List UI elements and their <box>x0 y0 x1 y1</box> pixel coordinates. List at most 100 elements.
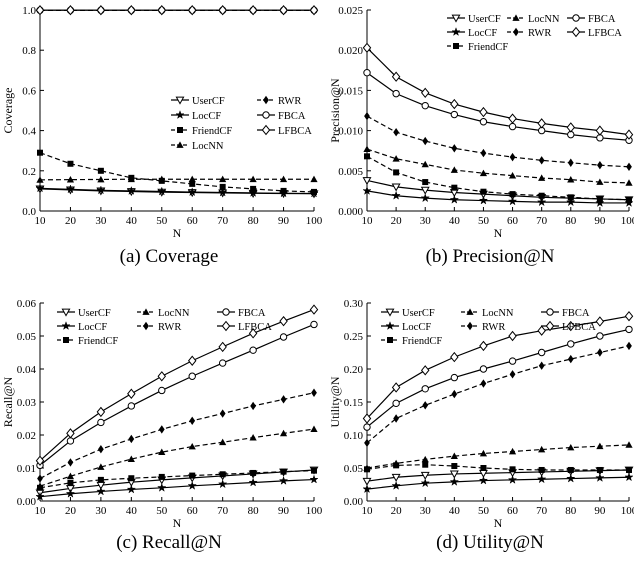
data-point-locnn <box>392 155 400 162</box>
data-point-fbca <box>279 333 288 341</box>
data-point-lfbca <box>566 320 576 332</box>
series-line-fbca <box>366 328 630 428</box>
x-tick-label: 30 <box>420 505 432 517</box>
data-point-fbca <box>363 423 371 431</box>
series-locnn <box>363 145 633 186</box>
series-line-locnn <box>366 148 630 184</box>
panel-caption: (d) Utility@N <box>436 532 544 553</box>
data-point-friendcf <box>311 467 317 474</box>
data-point-friendcf <box>509 466 516 473</box>
data-point-lfbca <box>309 5 319 16</box>
legend: UserCF RWR LocCF FBCA FriendCF LFBCA LocNN <box>171 95 312 152</box>
data-point-loccf <box>536 474 547 484</box>
series-line-locnn <box>39 428 315 487</box>
data-point-usercf <box>449 470 459 479</box>
data-point-fbca <box>127 402 136 410</box>
legend-label-loccf: LocCF <box>78 322 107 333</box>
series-locnn <box>36 175 318 183</box>
legend-marker-locnn <box>176 141 184 148</box>
data-point-fbca <box>421 385 429 393</box>
data-point-locnn <box>66 472 75 480</box>
legend-label-fbca: FBCA <box>238 308 266 319</box>
legend-marker-friendcf <box>63 337 69 343</box>
x-tick-label: 10 <box>362 505 374 517</box>
data-point-lfbca <box>479 106 488 118</box>
data-point-locnn <box>279 429 288 437</box>
series-lfbca <box>35 304 319 466</box>
x-tick-label: 90 <box>278 215 290 227</box>
data-point-friendcf <box>189 472 196 479</box>
data-point-rwr <box>422 136 429 146</box>
x-tick-label: 20 <box>391 215 403 227</box>
data-point-friendcf <box>219 471 226 478</box>
legend-label-locnn: LocNN <box>192 141 224 152</box>
data-point-locnn <box>392 459 400 467</box>
legend-marker-fbca <box>546 308 554 316</box>
data-point-rwr <box>158 425 165 434</box>
data-point-loccf <box>595 472 605 482</box>
data-point-locnn <box>450 166 458 173</box>
y-tick-label: 0.01 <box>17 463 36 475</box>
data-point-friendcf <box>37 149 43 156</box>
data-point-locnn <box>249 434 257 441</box>
data-point-lfbca <box>624 311 634 322</box>
legend-marker-usercf <box>385 308 395 317</box>
data-point-friendcf <box>280 468 287 475</box>
data-point-loccf <box>35 183 45 193</box>
data-point-locnn <box>596 442 604 450</box>
x-tick-label: 60 <box>187 215 199 227</box>
series-fbca <box>36 320 318 470</box>
data-point-lfbca <box>537 325 546 336</box>
data-point-locnn <box>450 452 458 459</box>
data-point-locnn <box>567 443 575 451</box>
x-axis-label: N <box>494 226 503 240</box>
data-point-locnn <box>363 145 371 152</box>
data-point-rwr <box>626 162 632 171</box>
data-point-rwr <box>37 474 43 483</box>
x-tick-label: 70 <box>536 505 548 517</box>
series-line-loccf <box>366 190 629 204</box>
data-point-rwr <box>280 395 287 404</box>
data-point-friendcf <box>364 153 370 160</box>
data-point-lfbca <box>66 428 75 439</box>
data-point-usercf <box>362 177 372 186</box>
y-tick-label: 0.15 <box>344 397 364 409</box>
y-axis-label: Precision@N <box>328 78 342 143</box>
data-point-lfbca <box>35 455 45 466</box>
data-point-fbca <box>421 101 429 110</box>
data-point-friendcf <box>596 466 603 473</box>
data-point-rwr <box>364 438 370 448</box>
data-point-lfbca <box>66 5 75 16</box>
data-point-loccf <box>507 474 518 484</box>
x-tick-label: 50 <box>478 215 490 227</box>
y-tick-label: 0.000 <box>338 206 363 218</box>
data-point-rwr <box>509 370 516 379</box>
series-rwr <box>37 388 317 483</box>
y-tick-label: 0.015 <box>338 85 363 97</box>
data-point-loccf <box>65 184 76 194</box>
chart-panel-utility: 0.00 0.05 0.10 0.15 0.20 0.25 0.30 10 20 30 40 50 60… <box>328 298 634 553</box>
data-point-lfbca <box>362 413 372 424</box>
data-point-lfbca <box>157 5 167 16</box>
y-tick-label: 0.2 <box>22 166 36 178</box>
data-point-usercf <box>391 183 401 192</box>
x-tick-label: 100 <box>306 215 323 227</box>
legend-label-locnn: LocNN <box>528 14 560 25</box>
series-line-loccf <box>39 187 315 195</box>
chart-panel-precision: 0.000 0.005 0.010 0.015 0.020 0.025 10 20 30 40 50… <box>328 5 634 267</box>
y-tick-label: 0.8 <box>22 45 36 57</box>
panel-caption: (b) Precision@N <box>426 246 555 267</box>
data-point-friendcf <box>626 196 632 203</box>
data-point-loccf <box>96 486 106 496</box>
data-point-loccf <box>96 185 106 195</box>
data-point-locnn <box>97 463 105 470</box>
data-point-lfbca <box>420 87 430 99</box>
data-point-locnn <box>36 176 44 183</box>
legend-marker-lfbca <box>571 26 581 38</box>
x-tick-label: 80 <box>248 215 260 227</box>
series-line-fbca <box>366 72 630 141</box>
data-point-friendcf <box>567 466 574 473</box>
data-point-friendcf <box>451 463 458 470</box>
data-point-locnn <box>508 447 517 455</box>
x-tick-label: 100 <box>621 505 634 517</box>
